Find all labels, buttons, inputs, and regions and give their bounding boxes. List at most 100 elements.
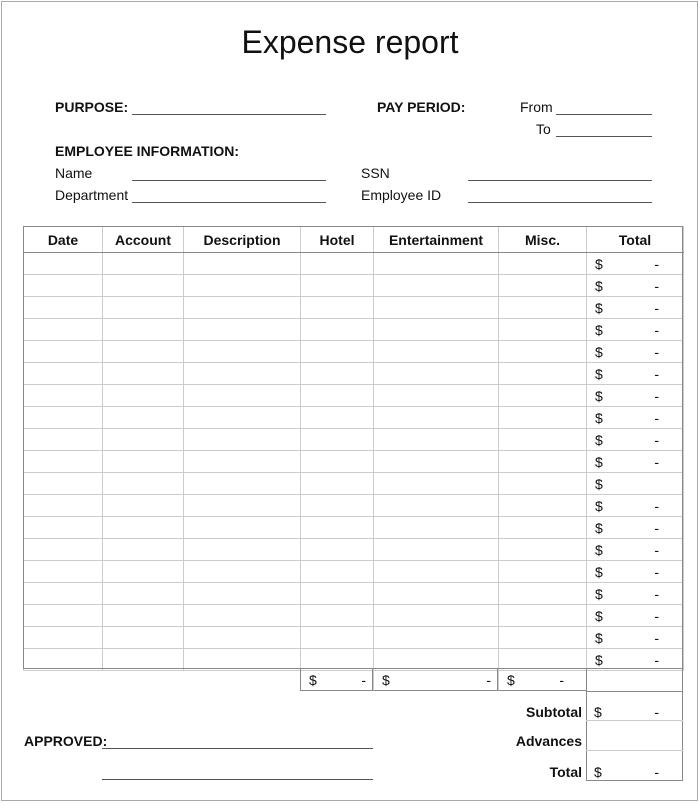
cell[interactable] <box>102 318 184 341</box>
cell[interactable] <box>183 428 301 451</box>
total-cell[interactable]: $ - <box>586 340 684 363</box>
cell[interactable] <box>373 362 499 385</box>
cell[interactable] <box>300 428 374 451</box>
cell[interactable] <box>498 582 587 605</box>
cell[interactable] <box>183 384 301 407</box>
cell[interactable] <box>102 274 184 297</box>
cell[interactable] <box>183 296 301 319</box>
approved-date-field[interactable] <box>102 779 373 780</box>
cell[interactable] <box>498 516 587 539</box>
cell[interactable] <box>102 582 184 605</box>
cell[interactable] <box>183 538 301 561</box>
cell[interactable] <box>300 626 374 649</box>
cell[interactable] <box>300 252 374 275</box>
cell[interactable] <box>102 428 184 451</box>
cell[interactable] <box>23 274 103 297</box>
cell[interactable] <box>373 648 499 671</box>
cell[interactable] <box>23 340 103 363</box>
cell[interactable] <box>373 450 499 473</box>
cell[interactable] <box>498 252 587 275</box>
cell[interactable] <box>300 384 374 407</box>
to-field[interactable] <box>556 136 652 137</box>
total-cell[interactable]: $ - <box>586 318 684 341</box>
cell[interactable] <box>102 384 184 407</box>
cell[interactable] <box>300 274 374 297</box>
approved-signature-field[interactable] <box>102 748 373 749</box>
cell[interactable] <box>102 450 184 473</box>
cell[interactable] <box>183 472 301 495</box>
cell[interactable] <box>102 604 184 627</box>
cell[interactable] <box>498 494 587 517</box>
cell[interactable] <box>23 560 103 583</box>
total-cell[interactable]: $ - <box>586 450 684 473</box>
cell[interactable] <box>300 362 374 385</box>
cell[interactable] <box>183 648 301 671</box>
employee-id-field[interactable] <box>468 202 652 203</box>
total-cell[interactable]: $ - <box>586 494 684 517</box>
cell[interactable] <box>183 340 301 363</box>
cell[interactable] <box>498 318 587 341</box>
cell[interactable] <box>102 472 184 495</box>
cell[interactable] <box>102 516 184 539</box>
cell[interactable] <box>300 604 374 627</box>
total-cell[interactable]: $ - <box>586 428 684 451</box>
cell[interactable] <box>23 626 103 649</box>
cell[interactable] <box>498 340 587 363</box>
cell[interactable] <box>23 538 103 561</box>
total-cell[interactable]: $ - <box>586 538 684 561</box>
cell[interactable] <box>23 384 103 407</box>
total-cell[interactable]: $ - <box>586 252 684 275</box>
cell[interactable] <box>498 648 587 671</box>
ssn-field[interactable] <box>468 180 652 181</box>
total-cell[interactable]: $ - <box>586 582 684 605</box>
cell[interactable] <box>373 604 499 627</box>
cell[interactable] <box>102 560 184 583</box>
cell[interactable] <box>183 274 301 297</box>
cell[interactable] <box>373 318 499 341</box>
cell[interactable] <box>102 538 184 561</box>
cell[interactable] <box>498 274 587 297</box>
cell[interactable] <box>23 406 103 429</box>
purpose-field[interactable] <box>132 114 326 115</box>
cell[interactable] <box>373 472 499 495</box>
from-field[interactable] <box>556 114 652 115</box>
cell[interactable] <box>498 450 587 473</box>
cell[interactable] <box>102 626 184 649</box>
cell[interactable] <box>373 296 499 319</box>
total-cell[interactable]: $ - <box>586 604 684 627</box>
cell[interactable] <box>300 340 374 363</box>
total-cell[interactable]: $ - <box>586 296 684 319</box>
cell[interactable] <box>300 450 374 473</box>
cell[interactable] <box>300 648 374 671</box>
cell[interactable] <box>300 406 374 429</box>
cell[interactable] <box>300 582 374 605</box>
cell[interactable] <box>23 428 103 451</box>
cell[interactable] <box>373 252 499 275</box>
cell[interactable] <box>498 428 587 451</box>
cell[interactable] <box>300 472 374 495</box>
cell[interactable] <box>300 318 374 341</box>
cell[interactable] <box>102 494 184 517</box>
cell[interactable] <box>102 406 184 429</box>
cell[interactable] <box>183 582 301 605</box>
cell[interactable] <box>102 648 184 671</box>
cell[interactable] <box>102 296 184 319</box>
total-cell[interactable]: $ <box>586 472 684 495</box>
cell[interactable] <box>373 582 499 605</box>
cell[interactable] <box>300 296 374 319</box>
cell[interactable] <box>373 494 499 517</box>
cell[interactable] <box>498 626 587 649</box>
cell[interactable] <box>498 604 587 627</box>
total-cell[interactable]: $ - <box>586 384 684 407</box>
cell[interactable] <box>23 494 103 517</box>
cell[interactable] <box>23 516 103 539</box>
total-cell[interactable]: $ - <box>586 274 684 297</box>
cell[interactable] <box>300 538 374 561</box>
total-cell[interactable]: $ - <box>586 560 684 583</box>
name-field[interactable] <box>132 180 326 181</box>
total-cell[interactable]: $ - <box>586 648 684 671</box>
cell[interactable] <box>102 362 184 385</box>
cell[interactable] <box>498 560 587 583</box>
cell[interactable] <box>373 516 499 539</box>
cell[interactable] <box>183 252 301 275</box>
